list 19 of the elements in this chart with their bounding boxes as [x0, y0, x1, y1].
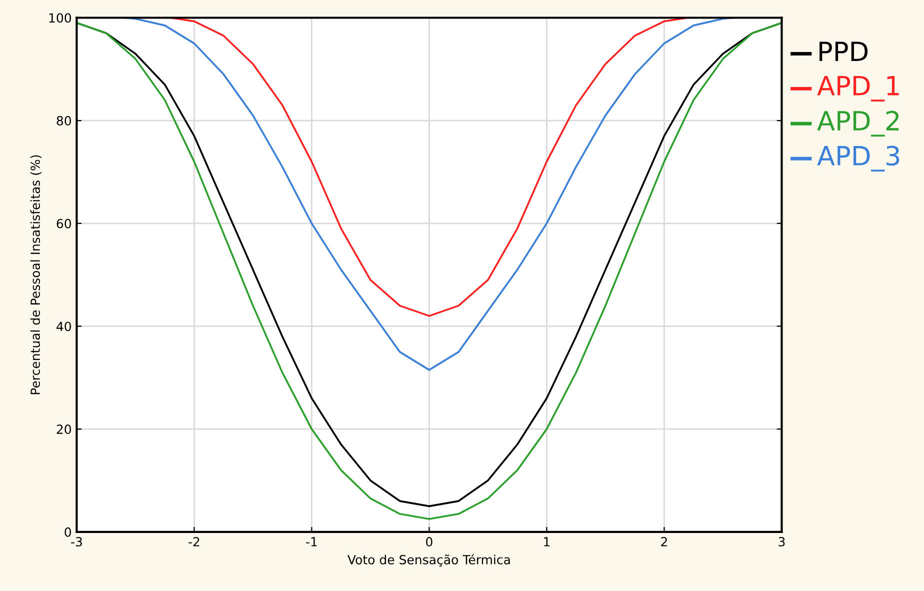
legend-label: APD_3: [817, 146, 900, 172]
y-tick-label: 40: [56, 322, 71, 332]
y-tick-label: 100: [49, 13, 71, 23]
x-tick-label: -2: [188, 536, 200, 546]
x-tick-label: -1: [306, 537, 317, 546]
x-tick-label: 2: [661, 536, 667, 546]
y-tick-label: 20: [56, 424, 71, 434]
legend-label: PPD: [820, 42, 868, 62]
y-tick-label: 80: [56, 116, 71, 126]
x-tick-label: 0: [426, 536, 432, 546]
y-tick-label: 60: [56, 218, 71, 228]
x-tick-label: 3: [778, 536, 785, 546]
x-axis-title: Voto de Sensação Térmica: [348, 554, 510, 567]
legend-label: APD_1: [817, 76, 899, 102]
y-axis-title: Percentual de Pessoal Insatisfeitas (%): [30, 155, 42, 394]
legend-label: APD_2: [817, 110, 899, 137]
x-tick-label: -3: [71, 536, 82, 546]
x-tick-label: 1: [544, 537, 550, 546]
y-tick-label: 0: [64, 527, 71, 537]
